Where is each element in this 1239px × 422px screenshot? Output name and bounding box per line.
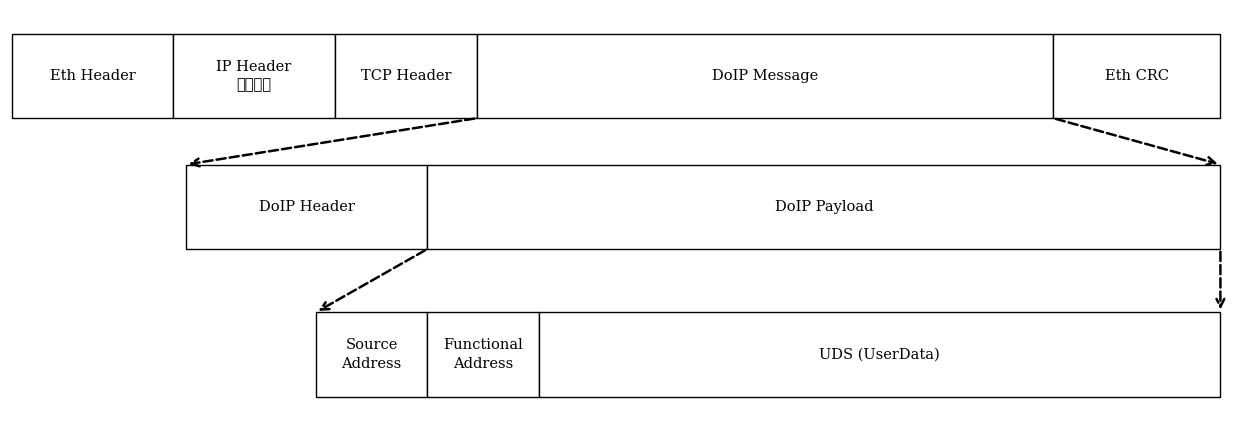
Text: UDS (UserData): UDS (UserData) — [819, 347, 940, 362]
Bar — [539, 312, 1220, 397]
Bar — [427, 165, 1220, 249]
Text: Eth CRC: Eth CRC — [1105, 69, 1168, 83]
Text: DoIP Message: DoIP Message — [712, 69, 818, 83]
Bar — [316, 312, 427, 397]
Bar — [12, 34, 173, 118]
Bar — [173, 34, 335, 118]
Text: Source
Address: Source Address — [342, 338, 401, 371]
Text: DoIP Payload: DoIP Payload — [774, 200, 873, 214]
Text: Eth Header: Eth Header — [50, 69, 136, 83]
Bar — [335, 34, 477, 118]
Bar — [477, 34, 1053, 118]
Text: DoIP Header: DoIP Header — [259, 200, 354, 214]
Text: Functional
Address: Functional Address — [444, 338, 523, 371]
Text: TCP Header: TCP Header — [361, 69, 451, 83]
Bar — [1053, 34, 1220, 118]
Bar — [427, 312, 539, 397]
Text: IP Header
（单播）: IP Header （单播） — [217, 60, 291, 92]
Bar — [186, 165, 427, 249]
